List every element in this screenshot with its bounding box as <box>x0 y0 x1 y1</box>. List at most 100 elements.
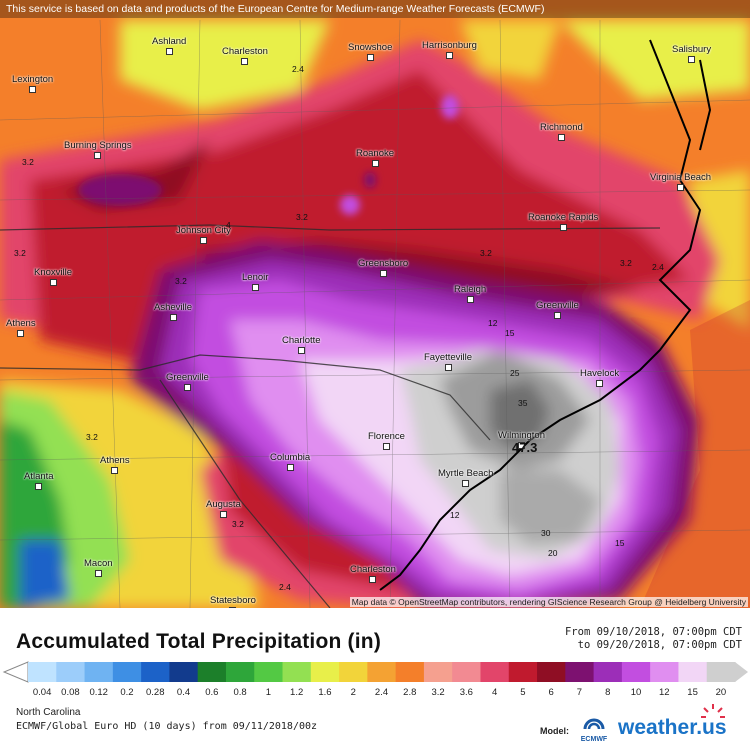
period-to: to 09/20/2018, 07:00pm CDT <box>577 639 742 651</box>
scale-swatch <box>678 662 708 682</box>
brand-text: weather. <box>618 716 703 739</box>
model-info: ECMWF/Global Euro HD (10 days) from 09/1… <box>16 721 318 732</box>
ecmwf-logo-icon <box>583 718 605 730</box>
scale-value-label: 5 <box>520 687 526 698</box>
city-label: Knoxville <box>34 267 72 286</box>
city-label: Raleigh <box>454 284 486 303</box>
scale-value-label: 0.8 <box>233 687 247 698</box>
city-label: Lexington <box>12 74 53 93</box>
city-label: Atlanta <box>24 471 54 490</box>
contour-value-label: 3.2 <box>480 248 492 258</box>
scale-value-label: 0.4 <box>176 687 191 698</box>
scale-swatch <box>621 662 651 682</box>
scale-swatch <box>367 662 397 682</box>
scale-swatch <box>480 662 510 682</box>
scale-value-label: 20 <box>715 687 727 698</box>
scale-swatch <box>310 662 340 682</box>
contour-value-label: 15 <box>505 328 515 338</box>
scale-value-label: 10 <box>630 687 642 698</box>
city-label: Wilmington <box>498 430 545 449</box>
contour-value-label: 3.2 <box>296 212 308 222</box>
city-label: Roanoke Rapids <box>528 212 598 231</box>
scale-swatch <box>254 662 284 682</box>
legend-panel: Accumulated Total Precipitation (in) Fro… <box>0 608 750 750</box>
scale-swatch <box>593 662 623 682</box>
scale-swatch <box>282 662 312 682</box>
scale-value-label: 0.12 <box>89 687 108 698</box>
scale-swatch <box>84 662 114 682</box>
scale-value-label: 2.8 <box>403 687 417 698</box>
city-label: Richmond <box>540 122 583 141</box>
contour-value-label: 3.2 <box>22 157 34 167</box>
city-label: Charleston <box>350 564 396 583</box>
scale-swatch <box>112 662 142 682</box>
city-label: Athens <box>6 318 36 337</box>
scale-value-label: 0.28 <box>146 687 165 698</box>
scale-swatch <box>141 662 170 682</box>
scale-swatch <box>423 662 453 682</box>
scale-value-label: 8 <box>605 687 611 698</box>
city-label: Charleston <box>222 46 268 65</box>
contour-value-label: 20 <box>548 548 558 558</box>
scale-value-label: 0.08 <box>61 687 80 698</box>
scale-swatch <box>225 662 255 682</box>
scale-arrow-right <box>735 662 748 682</box>
contour-value-label: 3.2 <box>232 519 244 529</box>
city-label: Burning Springs <box>64 140 132 159</box>
city-label: Salisbury <box>672 44 711 63</box>
city-label: Greensboro <box>358 258 408 277</box>
contour-value-label: 30 <box>541 528 551 538</box>
contour-value-label: 3.2 <box>620 258 632 268</box>
scale-value-label: 1.2 <box>290 687 304 698</box>
scale-swatch <box>452 662 481 682</box>
weather-us-logo[interactable]: weather.us <box>618 716 727 740</box>
scale-value-label: 1.6 <box>318 687 332 698</box>
scale-value-label: 0.2 <box>120 687 134 698</box>
city-label: Roanoke <box>356 148 394 167</box>
scale-swatch <box>56 662 86 682</box>
city-label: Athens <box>100 455 130 474</box>
scale-swatch <box>395 662 425 682</box>
scale-value-label: 1 <box>265 687 272 698</box>
city-label: Myrtle Beach <box>438 468 493 487</box>
city-label: Virginia Beach <box>650 172 711 191</box>
period-from: From 09/10/2018, 07:00pm CDT <box>564 626 742 638</box>
precip-field <box>0 0 750 608</box>
color-scale-bar <box>2 661 748 683</box>
city-label: Augusta <box>206 499 241 518</box>
contour-value-label: 2.4 <box>652 262 664 272</box>
forecast-period: From 09/10/2018, 07:00pm CDT to 09/20/20… <box>565 626 742 652</box>
map-attribution[interactable]: Map data © OpenStreetMap contributors, r… <box>349 597 748 607</box>
city-label: Greenville <box>166 372 209 391</box>
scale-value-label: 2.4 <box>374 687 389 698</box>
scale-swatch <box>169 662 199 682</box>
weather-sun-icon <box>701 704 725 718</box>
scale-swatch <box>565 662 595 682</box>
city-label: Ashland <box>152 36 186 55</box>
region-name: North Carolina <box>16 707 81 718</box>
scale-swatch <box>508 662 538 682</box>
contour-value-label: 3.2 <box>175 276 187 286</box>
city-label: Macon <box>84 558 113 577</box>
brand-suffix: us <box>702 716 727 739</box>
contour-value-label: 12 <box>488 318 498 328</box>
city-label: Asheville <box>154 302 192 321</box>
max-value-label: 47.3 <box>512 440 538 455</box>
model-label: Model: <box>540 726 569 736</box>
contour-value-label: 35 <box>518 398 528 408</box>
contour-value-label: 2.4 <box>292 64 304 74</box>
scale-value-label: 6 <box>548 687 554 698</box>
scale-swatch <box>650 662 679 682</box>
scale-value-label: 4 <box>491 687 498 698</box>
scale-swatch <box>339 662 368 682</box>
contour-value-label: 15 <box>615 538 625 548</box>
scale-value-label: 2 <box>350 687 356 698</box>
scale-value-label: 3.6 <box>459 687 473 698</box>
city-label: Fayetteville <box>424 352 472 371</box>
scale-swatch <box>28 662 57 682</box>
precipitation-map[interactable]: This service is based on data and produc… <box>0 0 750 608</box>
contour-value-label: 12 <box>450 510 460 520</box>
ecmwf-logo-text: ECMWF <box>580 736 608 743</box>
scale-arrow-left <box>2 661 29 683</box>
city-label: Charlotte <box>282 335 321 354</box>
